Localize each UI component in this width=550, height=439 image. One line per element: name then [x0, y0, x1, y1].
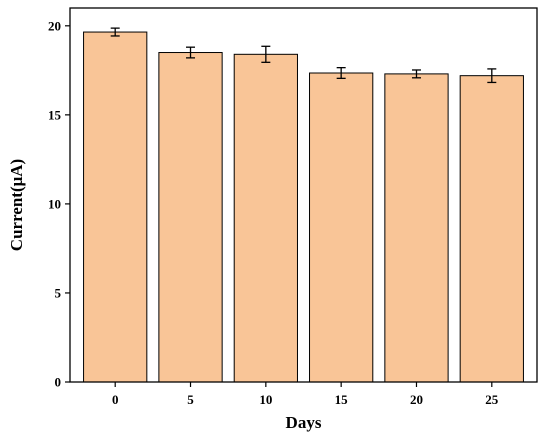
- x-tick-label: 0: [112, 392, 119, 407]
- bar-day-25: [459, 75, 524, 383]
- error-bar-day-20: [411, 69, 421, 79]
- bar-day-15: [309, 72, 374, 383]
- y-tick-label: 5: [55, 285, 62, 300]
- bars-layer: [83, 31, 524, 383]
- y-axis-title: Current(μA): [7, 159, 26, 251]
- y-tick-label: 20: [48, 18, 61, 33]
- x-tick-label: 15: [335, 392, 349, 407]
- error-bar-day-5: [186, 46, 196, 59]
- bar-day-0: [83, 31, 148, 383]
- bar-day-5: [158, 52, 223, 383]
- error-bar-day-15: [336, 67, 346, 79]
- x-tick-label: 10: [259, 392, 272, 407]
- error-bar-day-10: [261, 45, 271, 63]
- plot-frame: [69, 7, 538, 383]
- x-tick-label: 5: [187, 392, 194, 407]
- y-tick-label: 0: [55, 375, 62, 390]
- x-axis-ticks: 0 5 10 15 20 25: [112, 382, 499, 407]
- x-tick-label: 25: [485, 392, 499, 407]
- y-tick-label: 10: [48, 196, 61, 211]
- error-bar-day-0: [110, 27, 120, 37]
- error-bars-layer: [110, 27, 497, 84]
- y-tick-label: 15: [48, 107, 62, 122]
- error-bar-day-25: [487, 68, 497, 84]
- x-axis-title: Days: [286, 413, 322, 432]
- y-axis-ticks: 0 5 10 15 20: [48, 18, 70, 390]
- bar-day-10: [233, 53, 298, 383]
- x-tick-label: 20: [410, 392, 423, 407]
- bar-day-20: [384, 73, 449, 383]
